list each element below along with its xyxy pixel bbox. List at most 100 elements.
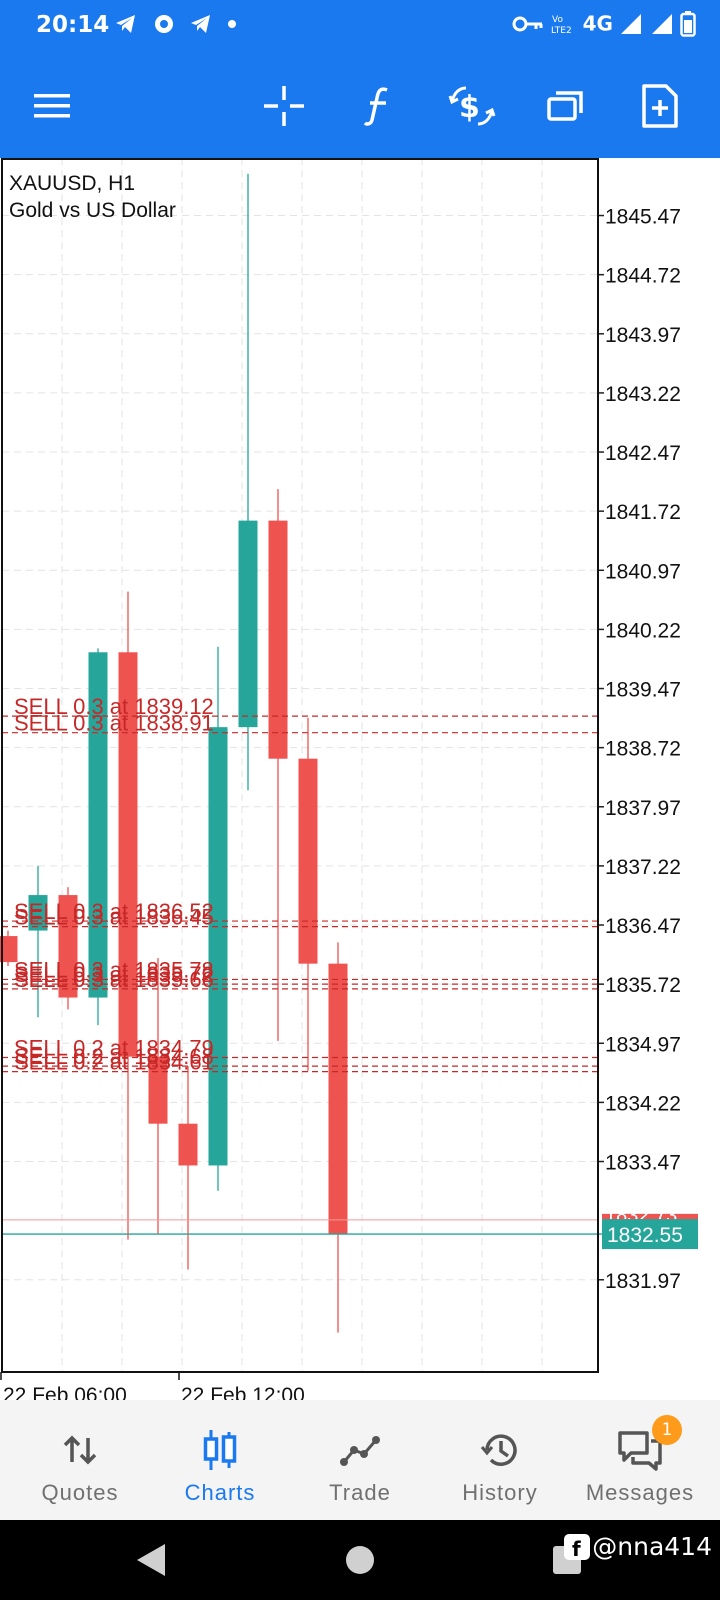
home-icon[interactable] <box>345 1545 375 1575</box>
trade-icon <box>340 1436 380 1466</box>
svg-text:LTE2: LTE2 <box>551 26 572 36</box>
messages-icon <box>618 1431 662 1471</box>
order-label: SELL 0.2 at 1834.79 <box>14 1035 214 1060</box>
nav-label: Messages <box>585 1480 695 1505</box>
y-tick-label: 1841.72 <box>605 501 681 524</box>
status-time: 20:14 <box>36 12 110 38</box>
y-tick-label: 1831.97 <box>605 1270 681 1293</box>
order-label: SELL 0.3 at 1835.72 <box>14 962 214 987</box>
order-label: SELL 0.3 at 1838.91 <box>14 711 214 736</box>
x-tick-label: 22 Feb 06:00 <box>3 1384 127 1400</box>
y-tick-label: 1843.22 <box>605 383 681 406</box>
status-right-icons: Vo LTE2 4G <box>512 10 696 37</box>
order-label: SELL 0.3 at 1839.12 <box>14 694 214 719</box>
history-icon <box>480 1434 517 1466</box>
watermark-text: @nna414 <box>592 1532 712 1561</box>
y-tick-label: 1836.47 <box>605 915 681 938</box>
indicators-icon <box>363 87 388 126</box>
order-label: SELL 0.3 at 1835.66 <box>14 967 214 992</box>
current-price-label-box <box>602 1219 698 1250</box>
battery-icon <box>680 10 696 37</box>
nav-history[interactable]: History <box>440 1400 560 1520</box>
y-tick-label: 1834.97 <box>605 1033 681 1056</box>
telegram-icon <box>191 15 211 33</box>
order-label: SELL 0.3 at 1835.78 <box>14 957 214 982</box>
windows-icon <box>547 91 583 121</box>
signal-icon <box>651 13 672 34</box>
candle-body <box>178 1123 198 1166</box>
objects-button[interactable] <box>634 80 686 132</box>
candle-body <box>208 727 228 1166</box>
y-tick-label: 1833.47 <box>605 1152 681 1175</box>
y-tick-label: 1835.72 <box>605 974 681 997</box>
nav-label: History <box>462 1480 538 1505</box>
crosshair-icon <box>264 86 304 126</box>
nav-label: Charts <box>184 1480 256 1505</box>
system-navigation-bar <box>0 1520 720 1600</box>
bottom-navigation: Quotes Charts Trade History Messages <box>0 1400 720 1520</box>
order-label: SELL 0.3 at 1836.52 <box>14 899 214 924</box>
y-tick-label: 1839.47 <box>605 679 681 702</box>
order-label: SELL 0.2 at 1834.61 <box>14 1050 214 1075</box>
symbol-description: Gold vs US Dollar <box>9 199 176 222</box>
y-tick-label: 1834.22 <box>605 1092 681 1115</box>
candle-body <box>238 520 258 728</box>
y-tick-label: 1840.22 <box>605 619 681 642</box>
nav-quotes[interactable]: Quotes <box>20 1400 140 1520</box>
menu-button[interactable] <box>26 80 78 132</box>
price-chart[interactable]: 1845.47 1844.72 1843.97 1843.22 1842.47 1841.… <box>0 158 720 1400</box>
watermark: f @nna414 <box>564 1532 712 1561</box>
location-icon <box>154 15 173 33</box>
candle-body <box>298 758 318 964</box>
symbol-title: XAUUSD, H1 <box>9 172 136 195</box>
crosshair-button[interactable] <box>258 80 310 132</box>
candle-body <box>0 936 18 963</box>
windows-button[interactable] <box>540 80 592 132</box>
nav-charts[interactable]: Charts <box>160 1400 280 1520</box>
status-left-icons <box>114 12 237 36</box>
y-tick-label: 1840.97 <box>605 560 681 583</box>
charts-icon <box>203 1430 237 1470</box>
bid-price-label-box <box>602 1213 698 1222</box>
nav-trade[interactable]: Trade <box>300 1400 420 1520</box>
signal-icon <box>621 13 642 34</box>
candle-body <box>268 520 288 759</box>
y-tick-label: 1845.47 <box>605 206 681 229</box>
x-tick-label: 22 Feb 12:00 <box>181 1384 305 1400</box>
status-bar: 20:14 Vo LTE2 4G <box>0 0 720 54</box>
new-order-button[interactable]: $ <box>446 80 498 132</box>
messages-badge: 1 <box>652 1415 682 1445</box>
nav-label: Trade <box>329 1480 391 1505</box>
nav-messages[interactable]: Messages <box>580 1400 700 1520</box>
order-label: SELL 0.2 at 1834.68 <box>14 1044 214 1069</box>
svg-text:f: f <box>572 1537 581 1560</box>
chart-toolbar: $ <box>0 54 720 158</box>
svg-text:Vo: Vo <box>552 15 563 25</box>
current-price-label: 1832.55 <box>607 1224 683 1247</box>
y-tick-label: 1837.97 <box>605 797 681 820</box>
y-tick-label: 1837.22 <box>605 856 681 879</box>
quotes-icon <box>63 1435 97 1465</box>
candle-body <box>118 652 138 1057</box>
dot-icon <box>227 20 236 28</box>
candle-body <box>88 652 108 998</box>
menu-icon <box>34 94 70 118</box>
facebook-icon: f <box>564 1533 591 1560</box>
y-tick-label: 1844.72 <box>605 265 681 288</box>
network-label: 4G <box>582 11 613 36</box>
svg-text:$: $ <box>459 90 480 125</box>
y-tick-label: 1842.47 <box>605 442 681 465</box>
chart-area[interactable]: 1845.47 1844.72 1843.97 1843.22 1842.47 1841.… <box>0 158 720 1400</box>
key-icon <box>512 16 543 31</box>
objects-icon <box>642 84 678 128</box>
indicators-button[interactable] <box>352 80 404 132</box>
y-tick-label: 1843.97 <box>605 324 681 347</box>
back-icon[interactable] <box>135 1542 167 1578</box>
nav-label: Quotes <box>41 1480 119 1505</box>
new-order-icon: $ <box>448 86 496 126</box>
telegram-icon <box>116 15 135 33</box>
candle-body <box>148 1056 168 1124</box>
plot-border <box>1 158 599 1373</box>
candle-body <box>328 963 348 1235</box>
